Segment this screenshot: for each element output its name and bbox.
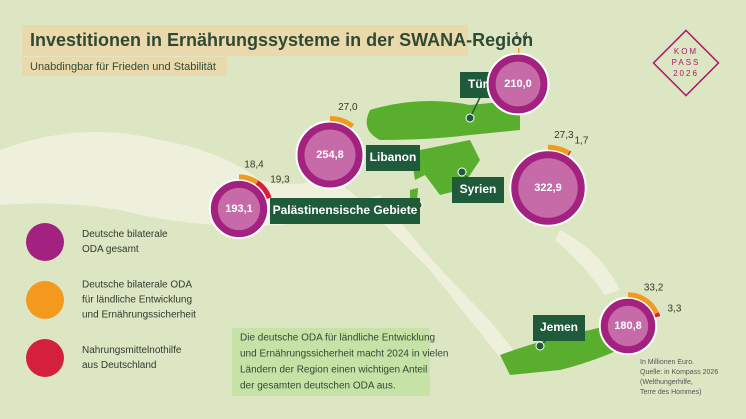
title-box (22, 25, 468, 56)
legend-text: Deutsche bilaterale ODA (82, 280, 192, 291)
source-text: Terre des Hommes) (640, 389, 701, 396)
note-text: und Ernährungssicherheit macht 2024 in v… (240, 349, 448, 360)
oda-total-inner (217, 187, 261, 231)
food-arc (567, 150, 572, 156)
country-label-box (270, 198, 420, 224)
food-arc (654, 312, 661, 318)
note-text: Die deutsche ODA für ländliche Entwicklu… (240, 333, 435, 344)
legend-text: aus Deutschland (82, 360, 157, 371)
rural-label: 27,0 (338, 102, 358, 113)
location-dot (457, 167, 467, 177)
subtitle: Unabdingbar für Frieden und Stabilität (30, 61, 216, 73)
legend-icon (26, 281, 64, 319)
oda-total-inner (495, 61, 541, 107)
title: Investitionen in Ernährungssysteme in de… (30, 30, 533, 50)
rural-arc (329, 115, 355, 129)
legend-text: und Ernährungssicherheit (82, 310, 196, 321)
rural-arc (238, 174, 259, 185)
note-text: der gesamten deutschen ODA aus. (240, 381, 396, 392)
country-label: Jemen (540, 320, 578, 334)
oda-total-inner (607, 305, 649, 347)
food-arc (255, 180, 272, 200)
oda-total-inner (518, 158, 578, 218)
rural-label: 27,3 (554, 130, 574, 141)
legend-icon (26, 339, 64, 377)
location-dot (535, 341, 545, 351)
logo-text: PASS (672, 58, 701, 67)
logo: KOM PASS 2026 (652, 29, 720, 97)
rural-label: 1,4 (514, 31, 528, 42)
food-label: 1,7 (575, 136, 589, 147)
country-label: Syrien (460, 182, 497, 196)
country-label: Libanon (370, 150, 417, 164)
country-label-box (533, 315, 585, 341)
turkey-shape (366, 100, 520, 140)
oda-total-label: 180,8 (614, 320, 642, 332)
sea (555, 230, 620, 295)
logo-frame (652, 29, 720, 97)
subtitle-box (22, 57, 227, 76)
legend-icon (26, 223, 64, 261)
rural-arc (627, 292, 659, 315)
oda-total-label: 322,9 (534, 182, 562, 194)
legend-text: ODA gesamt (82, 244, 139, 255)
country-label: Palästinensische Gebiete (273, 203, 418, 217)
legend-text: Nahrungsmittelnothilfe (82, 345, 182, 356)
country-label-box (366, 145, 420, 171)
rural-label: 18,4 (244, 159, 264, 170)
oda-total-inner (304, 129, 356, 181)
rural-label: 33,2 (644, 282, 664, 293)
food-label: 19,3 (270, 175, 290, 186)
sea (360, 195, 520, 370)
note-box (232, 328, 430, 396)
food-label: 3,3 (668, 303, 682, 314)
logo-text: KOM (674, 47, 698, 56)
oda-total-label: 193,1 (225, 203, 253, 215)
oda-total-label: 210,0 (504, 78, 532, 90)
source-text: In Millionen Euro. (640, 359, 694, 366)
logo-text: 2026 (673, 69, 699, 78)
location-dot (465, 113, 475, 123)
legend-text: für ländliche Entwicklung (82, 295, 192, 306)
oda-total-label: 254,8 (316, 149, 344, 161)
rural-arc (547, 144, 570, 156)
source-text: (Welthungerhilfe, (640, 379, 693, 386)
country-label-box (452, 177, 504, 203)
source-text: Quelle: in Kompass 2026 (640, 369, 718, 376)
note-text: Ländern der Region einen wichtigen Antei… (240, 365, 427, 376)
legend-text: Deutsche bilaterale (82, 229, 168, 240)
